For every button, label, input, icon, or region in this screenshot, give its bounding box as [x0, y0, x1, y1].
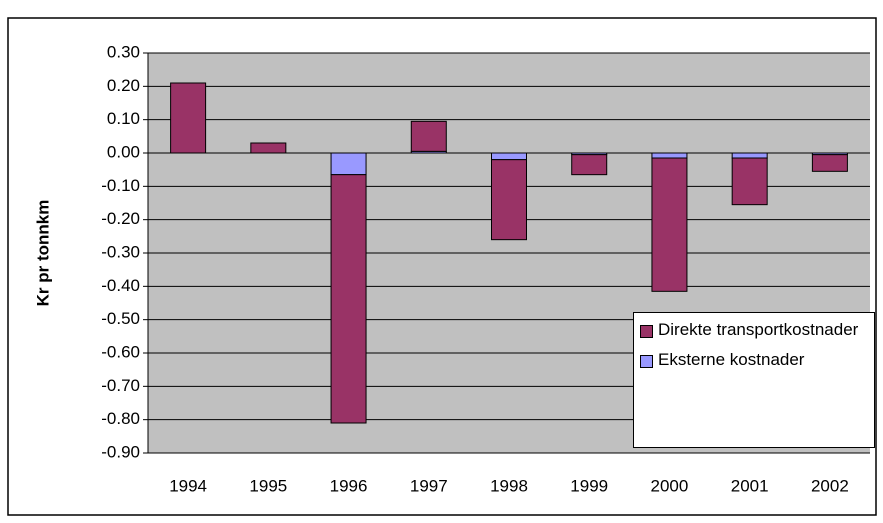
x-tick-label: 2001 [731, 476, 769, 495]
bar-segment [170, 82, 207, 154]
legend-label: Direkte transportkostnader [658, 320, 859, 339]
bar-segment [731, 157, 768, 206]
bar-segment [410, 120, 447, 152]
y-tick-label: -0.30 [101, 242, 140, 261]
legend-entry: Direkte transportkostnader [638, 319, 870, 341]
x-tick-label: 2002 [811, 476, 849, 495]
y-axis-label: Kr pr tonnkm [33, 200, 52, 307]
bar-segment [250, 142, 287, 154]
y-tick-label: 0.30 [107, 42, 140, 61]
y-tick-label: -0.90 [101, 442, 140, 461]
x-tick-label: 2000 [651, 476, 689, 495]
bar-segment [330, 152, 367, 176]
y-tick-label: -0.40 [101, 276, 140, 295]
y-tick-label: 0.20 [107, 76, 140, 95]
y-tick-label: -0.60 [101, 342, 140, 361]
legend-label: Eksterne kostnader [658, 350, 805, 369]
x-tick-label: 1999 [570, 476, 608, 495]
y-tick-label: -0.70 [101, 376, 140, 395]
y-tick-label: -0.10 [101, 176, 140, 195]
y-tick-label: -0.50 [101, 309, 140, 328]
legend-entry: Eksterne kostnader [638, 349, 870, 371]
bar-segment [731, 152, 768, 159]
legend: Direkte transportkostnader Eksterne kostn… [633, 312, 875, 448]
legend-swatch [640, 325, 653, 338]
bar-segment [491, 152, 527, 161]
bar-segment [571, 154, 608, 176]
x-tick-label: 1997 [410, 476, 448, 495]
y-tick-label: 0.10 [107, 109, 140, 128]
y-tick-label: -0.80 [101, 409, 140, 428]
x-tick-label: 1994 [169, 476, 207, 495]
bar-segment [651, 157, 688, 292]
x-tick-label: 1995 [249, 476, 287, 495]
y-tick-label: 0.00 [107, 142, 140, 161]
y-tick-label: -0.20 [101, 209, 140, 228]
x-tick-label: 1998 [490, 476, 528, 495]
x-tick-label: 1996 [330, 476, 368, 495]
bar-segment [651, 152, 688, 159]
bar-segment [811, 154, 848, 172]
bar-segment [330, 174, 367, 424]
bar-segment [491, 159, 527, 241]
legend-swatch [640, 355, 653, 368]
